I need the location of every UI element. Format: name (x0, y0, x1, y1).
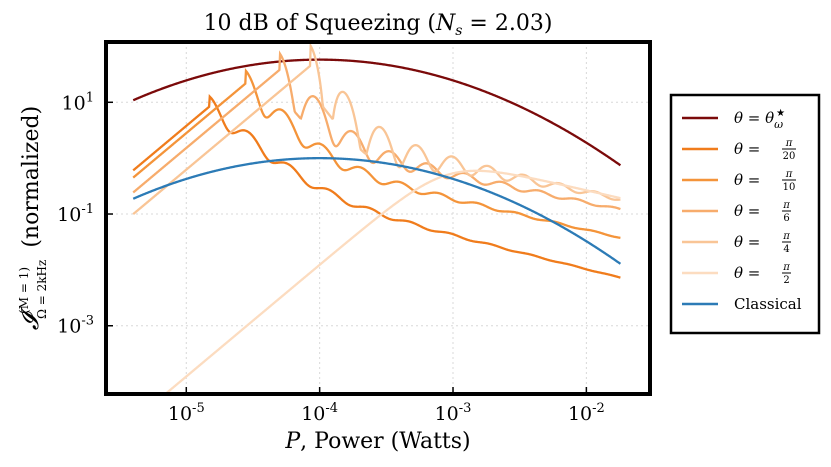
legend-frac-num: π (782, 200, 790, 211)
legend: θ = θω★ θ = π 20 θ = π 10 θ = π 6 θ = π 4 θ = π 2 C… (669, 93, 821, 335)
series-line-4 (132, 42, 621, 215)
legend-label: θ = (734, 171, 760, 189)
series-line-6 (132, 156, 622, 265)
legend-frac-num: π (782, 262, 790, 273)
legend-frac-den: 20 (783, 151, 796, 162)
svg-text:𝓘(M = 1)Ω = 2kHz(normalized): 𝓘(M = 1) Ω = 2kHz(normalized) (16, 106, 49, 330)
plot-frame (104, 40, 652, 396)
series-line-0 (132, 58, 622, 167)
legend-frac-den: 2 (783, 275, 789, 286)
x-tick-label: 10-3 (435, 401, 472, 425)
legend-frac-den: 6 (783, 213, 789, 224)
x-tick-label: 10-2 (568, 401, 605, 425)
chart-title: 10 dB of Squeezing (Ns = 2.03) (204, 11, 553, 39)
series-line-5 (163, 169, 621, 394)
legend-frac-num: π (785, 138, 793, 149)
legend-label: θ = (734, 202, 760, 220)
legend-label: θ = θω★ (734, 108, 785, 131)
legend-label: θ = (734, 140, 760, 158)
series-group (132, 42, 622, 394)
series-line-3 (132, 50, 621, 211)
y-axis-label: 𝓘(M = 1) Ω = 2kHz(normalized) (16, 106, 49, 330)
legend-frac-num: π (785, 169, 793, 180)
legend-frac-num: π (782, 231, 790, 242)
grid (106, 42, 650, 394)
legend-frac-den: 4 (783, 244, 789, 255)
legend-label: θ = (734, 264, 760, 282)
series-line-2 (132, 68, 621, 240)
ticks: 10-5 10-4 10-3 10-2 10-3 10-1 101 (57, 90, 605, 425)
y-tick-label: 10-1 (57, 202, 94, 226)
x-tick-label: 10-5 (168, 401, 205, 425)
series-line-1 (132, 94, 621, 279)
y-tick-label: 101 (62, 90, 94, 114)
legend-label: Classical (734, 295, 802, 313)
legend-frac-den: 10 (783, 182, 796, 193)
legend-label: θ = (734, 233, 760, 251)
x-axis-label: P, Power (Watts) (284, 429, 470, 454)
y-tick-label: 10-3 (57, 314, 94, 338)
x-tick-label: 10-4 (301, 401, 338, 425)
